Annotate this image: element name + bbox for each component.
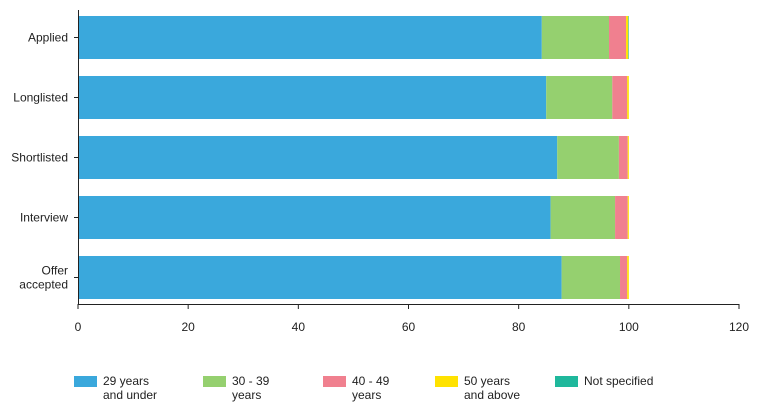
x-tick-label-100: 100 (619, 320, 639, 334)
bar-segment-offer-accepted-series-1 (561, 256, 621, 299)
x-tick-label-40: 40 (292, 320, 306, 334)
y-tick-label-longlisted: Longlisted (13, 91, 68, 105)
bar-segment-longlisted-series-0 (78, 76, 547, 119)
bar-segment-interview-series-3 (627, 196, 629, 239)
y-tick-label-applied: Applied (28, 31, 68, 45)
bar-segment-interview-series-2 (615, 196, 628, 239)
bar-segment-shortlisted-series-3 (627, 136, 629, 179)
bar-segment-applied-series-2 (609, 16, 627, 59)
y-tick-label-offer-accepted: Offer accepted (19, 264, 68, 292)
bar-segment-longlisted-series-1 (546, 76, 613, 119)
bar-segment-shortlisted-series-0 (78, 136, 558, 179)
bar-segment-offer-accepted-series-3 (627, 256, 629, 299)
bar-segment-shortlisted-series-1 (557, 136, 619, 179)
bar-segment-longlisted-series-2 (612, 76, 628, 119)
bar-segment-applied-series-0 (78, 16, 542, 59)
bar-segment-longlisted-series-3 (627, 76, 629, 119)
bar-segment-offer-accepted-series-0 (78, 256, 562, 299)
y-tick-label-interview: Interview (20, 211, 68, 225)
bar-segment-applied-series-3 (626, 16, 629, 59)
x-tick-label-120: 120 (729, 320, 749, 334)
bar-segment-applied-series-1 (541, 16, 609, 59)
bar-segment-shortlisted-series-2 (618, 136, 628, 179)
x-tick-label-20: 20 (181, 320, 195, 334)
x-tick-label-60: 60 (402, 320, 416, 334)
bar-segment-interview-series-0 (78, 196, 551, 239)
bar-segment-offer-accepted-series-2 (620, 256, 628, 299)
x-tick-label-0: 0 (75, 320, 82, 334)
bar-segment-interview-series-1 (550, 196, 616, 239)
x-tick-label-80: 80 (512, 320, 526, 334)
y-tick-label-shortlisted: Shortlisted (11, 151, 68, 165)
bar-segment-applied-series-4 (628, 16, 629, 59)
